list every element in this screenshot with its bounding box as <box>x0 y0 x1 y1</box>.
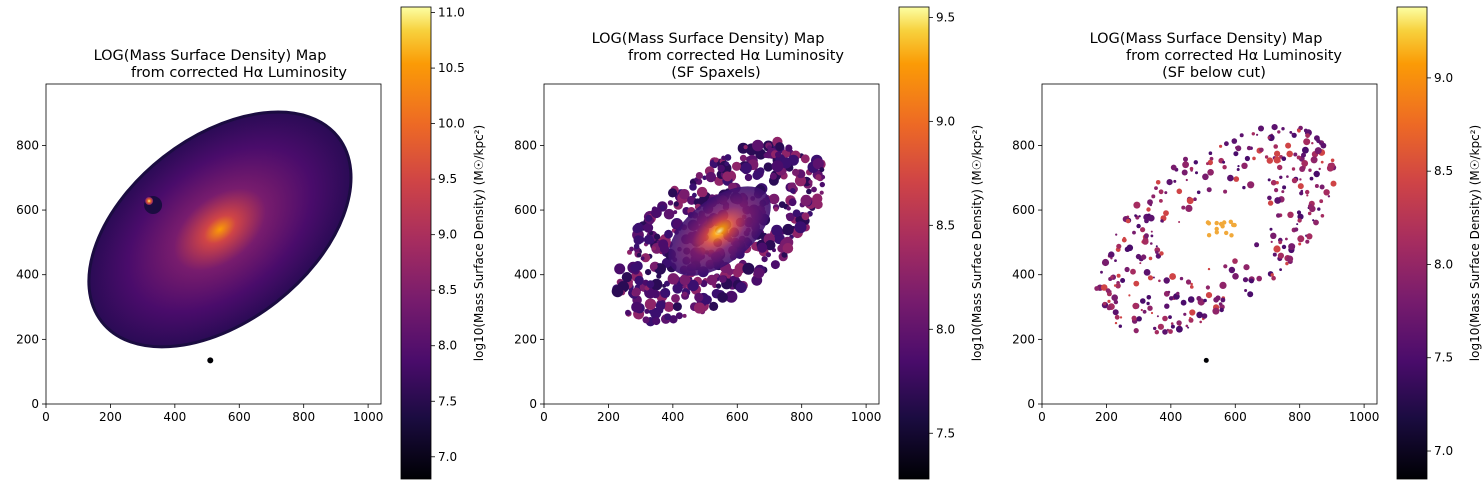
panel-title-line: LOG(Mass Surface Density) Map <box>94 48 327 64</box>
x-tick-label: 400 <box>163 410 186 424</box>
y-tick-label: 0 <box>1027 397 1035 411</box>
y-tick-label: 400 <box>1012 268 1035 282</box>
x-tick-label: 0 <box>42 410 50 424</box>
colorbar-tick-label: 10.5 <box>438 61 465 75</box>
colorbar-tick-label: 10.0 <box>438 117 465 131</box>
colorbar-tick-label: 8.5 <box>438 283 457 297</box>
panel-title-line: from corrected Hα Luminosity <box>131 65 347 81</box>
x-tick-label: 800 <box>790 410 813 424</box>
y-tick-label: 600 <box>514 203 537 217</box>
x-tick-label: 200 <box>597 410 620 424</box>
heatmap-image <box>1094 124 1337 363</box>
colorbar-tick-label: 8.0 <box>936 322 955 336</box>
x-tick-label: 1000 <box>1349 410 1380 424</box>
axes-frame <box>1041 83 1378 405</box>
sf-core <box>668 186 771 276</box>
colorbar-label: log10(Mass Surface Density) (M☉/kpc²) <box>970 125 984 361</box>
y-tick-label: 0 <box>31 397 39 411</box>
x-tick-label: 1000 <box>851 410 882 424</box>
y-tick-label: 200 <box>514 332 537 346</box>
colorbar-tick-label: 7.5 <box>438 394 457 408</box>
colorbar-label: log10(Mass Surface Density) (M☉/kpc²) <box>1468 125 1482 361</box>
bright-knot <box>145 197 154 206</box>
y-tick-label: 600 <box>1012 203 1035 217</box>
colorbar-tick-label: 8.0 <box>438 339 457 353</box>
sf-below-cut <box>1094 124 1337 363</box>
y-tick-label: 200 <box>16 332 39 346</box>
point-source <box>207 357 214 364</box>
colorbar-tick-label: 7.0 <box>1434 444 1453 458</box>
y-tick-label: 600 <box>16 203 39 217</box>
x-tick-label: 400 <box>1159 410 1182 424</box>
colorbar-tick-label: 8.5 <box>1434 164 1453 178</box>
x-tick-label: 600 <box>1224 410 1247 424</box>
colorbar-tick-label: 7.5 <box>936 426 955 440</box>
x-tick-label: 800 <box>292 410 315 424</box>
x-tick-label: 0 <box>540 410 548 424</box>
x-tick-label: 600 <box>228 410 251 424</box>
x-tick-label: 1000 <box>353 410 384 424</box>
colorbar-tick-label: 9.0 <box>1434 71 1453 85</box>
colorbar <box>1396 6 1428 480</box>
y-tick-label: 800 <box>514 138 537 152</box>
y-tick-label: 200 <box>1012 332 1035 346</box>
panel-title-line: (SF below cut) <box>1162 65 1266 81</box>
y-tick-label: 0 <box>529 397 537 411</box>
panel-title-line: from corrected Hα Luminosity <box>1126 48 1342 64</box>
colorbar-tick-label: 7.0 <box>438 450 457 464</box>
colorbar-tick-label: 9.0 <box>438 228 457 242</box>
y-tick-label: 400 <box>16 268 39 282</box>
x-tick-label: 0 <box>1038 410 1046 424</box>
panel-title-line: (SF Spaxels) <box>671 65 760 81</box>
colorbar-tick-label: 9.5 <box>438 172 457 186</box>
heatmap-image <box>611 136 826 327</box>
axes-frame <box>45 83 382 405</box>
x-tick-label: 200 <box>1095 410 1118 424</box>
y-tick-label: 800 <box>1012 138 1035 152</box>
colorbar-tick-label: 11.0 <box>438 6 465 20</box>
galaxy-edge <box>87 110 353 349</box>
y-tick-label: 400 <box>514 268 537 282</box>
colorbar-tick-label: 9.0 <box>936 114 955 128</box>
panel-title-line: LOG(Mass Surface Density) Map <box>592 31 825 47</box>
x-tick-label: 200 <box>99 410 122 424</box>
axes-frame <box>543 83 880 405</box>
y-tick-label: 800 <box>16 138 39 152</box>
colorbar <box>400 6 432 480</box>
panel-title-line: from corrected Hα Luminosity <box>628 48 844 64</box>
colorbar-label: log10(Mass Surface Density) (M☉/kpc²) <box>472 125 486 361</box>
x-tick-label: 800 <box>1288 410 1311 424</box>
heatmap-image <box>87 110 353 364</box>
colorbar-tick-label: 7.5 <box>1434 351 1453 365</box>
x-tick-label: 400 <box>661 410 684 424</box>
x-tick-label: 600 <box>726 410 749 424</box>
colorbar-tick-label: 8.0 <box>1434 257 1453 271</box>
colorbar-tick-label: 8.5 <box>936 218 955 232</box>
colorbar <box>898 6 930 480</box>
panel-title-line: LOG(Mass Surface Density) Map <box>1090 31 1323 47</box>
colorbar-tick-label: 9.5 <box>936 10 955 24</box>
galaxy-disk <box>88 112 352 347</box>
